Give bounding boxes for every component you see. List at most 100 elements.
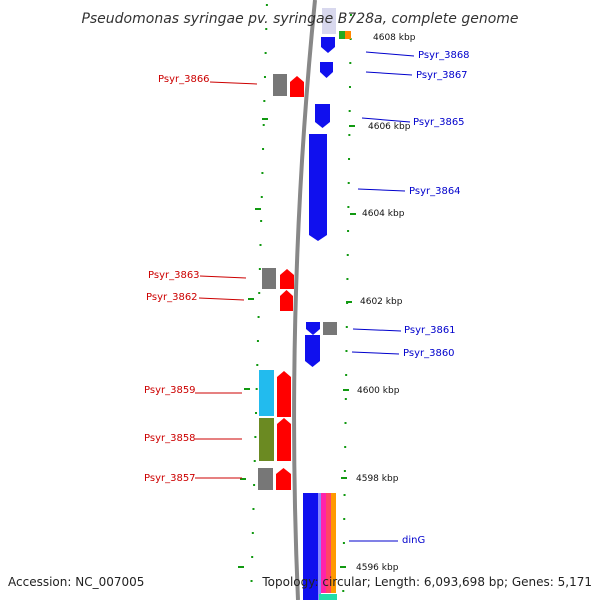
minor-tick [244,388,250,390]
orange-feature-block [345,31,351,39]
inner-ring-dot [265,28,268,30]
forward-gene-arrow [277,371,291,417]
green-feature-block [339,31,345,39]
kbp-labels: 4608 kbp 4606 kbp 4604 kbp 4602 kbp 4600 kbp… [356,33,416,573]
forward-gene-arrow [290,76,304,97]
outer-ring-dot [348,158,351,160]
kbp-label: 4608 kbp [373,33,416,43]
reverse-leader-line [351,351,400,355]
kbp-label: 4606 kbp [368,122,411,132]
reverse-leader-line [365,71,413,76]
reverse-leader-line [357,188,406,192]
outer-ring-dot [346,254,349,256]
inner-ring-dot [255,412,258,414]
reverse-leader-line [361,117,411,123]
outer-ring-dot [344,446,347,448]
outer-ring-dot [349,62,352,64]
forward-gene-arrow [280,269,294,289]
outer-ring-dot [343,518,346,520]
inner-ring-dot [258,268,261,270]
major-tick [346,301,352,303]
inner-ring-dot [254,436,257,438]
outer-ring-dot [346,278,349,280]
outer-ring-dot [345,326,348,328]
inner-ring-dot [256,364,259,366]
dotted-ring-guides [250,4,352,592]
inner-ring-dot [261,172,264,174]
gray-feature-block [323,322,337,335]
reverse-gene-label: Psyr_3861 [404,325,456,336]
teal-feature-block [319,594,337,600]
inner-ring-dot [262,148,265,150]
reverse-gene-arrow [321,37,335,53]
reverse-gene-arrow [309,134,327,241]
forward-leader-line [198,297,245,301]
genome-backbone [292,0,317,600]
inner-ring-dot [265,4,268,6]
reverse-gene-label: Psyr_3865 [413,117,465,128]
major-tick [349,125,355,127]
reverse-gene-label: Psyr_3868 [418,50,470,61]
reverse-gene-arrow [320,62,333,78]
major-tick [343,389,349,391]
reverse-gene-label: Psyr_3864 [409,186,461,197]
minor-tick [262,118,268,120]
outer-ring-dot [349,14,352,16]
gene-labels: Psyr_3866 Psyr_3863 Psyr_3862 Psyr_3859 Psyr… [144,50,470,546]
inner-ring-dot [258,292,261,294]
major-tick [341,477,347,479]
inner-ring-dot [263,76,266,78]
forward-gene-label: Psyr_3858 [144,433,196,444]
forward-gene-label: Psyr_3866 [158,74,210,85]
outer-ring-dot [347,182,350,184]
outer-ring-dot [342,542,345,544]
reverse-gene-arrow [305,335,320,367]
outer-ring-dot [344,422,347,424]
minor-tick [255,208,261,210]
outer-ring-dot [343,494,346,496]
inner-ring-dot [251,532,254,534]
olive-feature-block [259,418,274,461]
outer-ring-dot [345,350,348,352]
pink-feature-block [326,493,331,593]
forward-gene-arrow [277,418,291,461]
forward-leader-line [209,81,258,85]
outer-ring-dot [348,134,351,136]
magenta-feature-block [321,493,326,593]
inner-ring-dot [252,508,255,510]
feature-blocks [258,8,351,600]
outer-ring-dot [344,398,347,400]
lilac-feature-block [318,493,321,600]
inner-ring-dot [255,388,258,390]
reverse-gene-label: Psyr_3867 [416,70,468,81]
reverse-gene-arrow [306,322,320,335]
inner-ring-dot [260,220,263,222]
inner-ring-dot [253,460,256,462]
cyan-feature-block [259,370,274,416]
forward-gene-arrow [280,290,293,311]
outer-ring-dot [345,374,348,376]
gray-feature-block [262,268,276,289]
minor-tick [248,298,254,300]
kbp-label: 4602 kbp [360,297,403,307]
minor-tick [238,566,244,568]
reverse-gene-label: dinG [402,535,425,546]
outer-ring-dot [347,206,350,208]
accession-text: Accession: NC_007005 [8,575,144,589]
forward-gene-label: Psyr_3862 [146,292,198,303]
outer-ring-dot [347,230,350,232]
reverse-leader-line [352,328,402,332]
kbp-label: 4600 kbp [357,386,400,396]
forward-gene-label: Psyr_3859 [144,385,196,396]
major-tick [340,566,346,568]
blue-feature-block [303,493,318,600]
inner-ring-dot [250,580,253,582]
outer-ring-dot [348,86,351,88]
minor-tick [240,478,246,480]
outer-ring-dot [348,110,351,112]
forward-gene-label: Psyr_3857 [144,473,196,484]
orange-feature-block [331,493,336,593]
kbp-label: 4598 kbp [356,474,399,484]
reverse-leader-line [365,51,415,57]
